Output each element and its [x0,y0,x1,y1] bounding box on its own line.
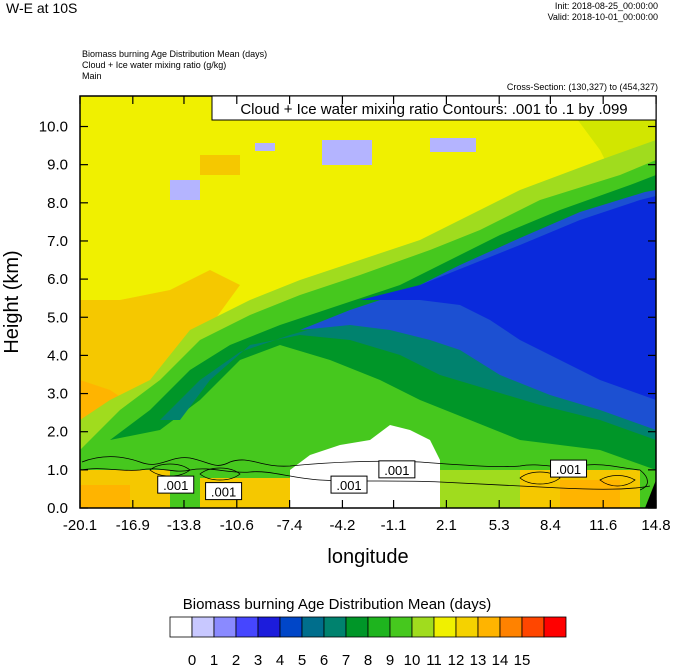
colorbar-swatch [411,616,435,638]
x-tick-label: -13.8 [167,517,201,534]
y-tick-label: 6.0 [47,271,68,288]
plot-title: W-E at 10S [6,0,78,16]
x-tick-label: -10.6 [220,517,254,534]
y-tick-label: 7.0 [47,233,68,250]
colorbar-label: 8 [364,652,372,667]
y-tick-label: 0.0 [47,500,68,517]
colorbar-label: 1 [210,652,218,667]
contour-title-box [211,95,657,121]
colorbar-label: 2 [232,652,240,667]
colorbar-label: 9 [386,652,394,667]
y-tick-label: 8.0 [47,195,68,212]
x-tick-label: -16.9 [116,517,150,534]
valid-time: Valid: 2018-10-01_00:00:00 [547,12,658,22]
y-axis-label: Height (km) [1,250,23,353]
x-tick-label: 8.4 [540,517,561,534]
colorbar-swatch [433,616,457,638]
y-tick-label: 5.0 [47,309,68,326]
colorbar-swatch [301,616,325,638]
y-tick-label: 1.0 [47,462,68,479]
colorbar-label: 12 [448,652,465,667]
colorbar-swatch [543,616,567,638]
colorbar: 0 1 2 3 4 5 6 7 8 9 10 11 12 13 14 15 [169,616,567,667]
colorbar-label: 10 [404,652,421,667]
y-tick-label: 4.0 [47,347,68,364]
colorbar-swatch [191,616,215,638]
x-tick-label: 11.6 [589,517,617,534]
init-time: Init: 2018-08-25_00:00:00 [554,1,658,11]
x-tick-label: -4.2 [329,517,355,534]
colorbar-swatch [169,616,193,638]
heatmap-field [80,96,656,508]
colorbar-swatch [521,616,545,638]
colorbar-swatch [499,616,523,638]
y-tick-label: 3.0 [47,386,68,403]
svg-text:.001: .001 [163,478,188,493]
colorbar-swatch [367,616,391,638]
y-tick-label: 2.0 [47,424,68,441]
x-axis-label: longitude [327,546,408,568]
contour-lines [81,456,651,491]
y-tick-label: 10.0 [39,119,68,136]
x-tick-label: -1.1 [381,517,407,534]
colorbar-label: 3 [254,652,262,667]
field-line-1: Biomass burning Age Distribution Mean (d… [82,49,268,59]
colorbar-swatch [345,616,369,638]
colorbar-swatch [279,616,303,638]
contour-label: .001 [205,482,243,501]
colorbar-swatch [213,616,237,638]
contour-labels: .001 .001 .001 .001 .001 [157,459,588,501]
colorbar-label: 0 [188,652,196,667]
colorbar-label: 11 [426,652,442,667]
colorbar-swatch [235,616,259,638]
colorbar-swatch [257,616,281,638]
colorbar-label: 15 [514,652,531,667]
colorbar-swatch [477,616,501,638]
svg-text:.001: .001 [211,485,236,500]
contour-title: Cloud + Ice water mixing ratio Contours:… [240,101,627,118]
colorbar-swatch [389,616,413,638]
contour-label: .001 [157,475,195,494]
contour-label: .001 [550,459,588,478]
x-tick-label: 14.8 [641,517,670,534]
colorbar-title: Biomass burning Age Distribution Mean (d… [182,596,492,613]
x-axis: -20.1 -16.9 -13.8 -10.6 -7.4 -4.2 -1.1 2.1 5.3 8.… [63,96,671,534]
svg-text:.001: .001 [336,478,361,493]
field-line-3: Main [82,71,102,81]
x-tick-label: -20.1 [63,517,97,534]
y-axis: 0.0 1.0 2.0 3.0 4.0 5.0 6.0 7.0 8.0 9.0 10.0 [39,119,656,517]
colorbar-label: 6 [320,652,328,667]
cross-section-label: Cross-Section: (130,327) to (454,327) [506,82,658,92]
colorbar-label: 7 [342,652,350,667]
x-tick-label: 2.1 [436,517,457,534]
svg-text:.001: .001 [384,463,409,478]
colorbar-label: 14 [492,652,509,667]
y-tick-label: 9.0 [47,157,68,174]
x-tick-label: 5.3 [489,517,510,534]
colorbar-swatch [455,616,479,638]
colorbar-label: 13 [470,652,487,667]
contour-label: .001 [378,460,416,479]
colorbar-label: 5 [298,652,306,667]
svg-text:.001: .001 [556,462,581,477]
field-line-2: Cloud + Ice water mixing ratio (g/kg) [82,60,227,70]
x-tick-label: -7.4 [277,517,303,534]
colorbar-swatch [323,616,347,638]
contour-label: .001 [330,475,368,494]
field-list: Biomass burning Age Distribution Mean (d… [82,49,267,82]
colorbar-label: 4 [276,652,284,667]
